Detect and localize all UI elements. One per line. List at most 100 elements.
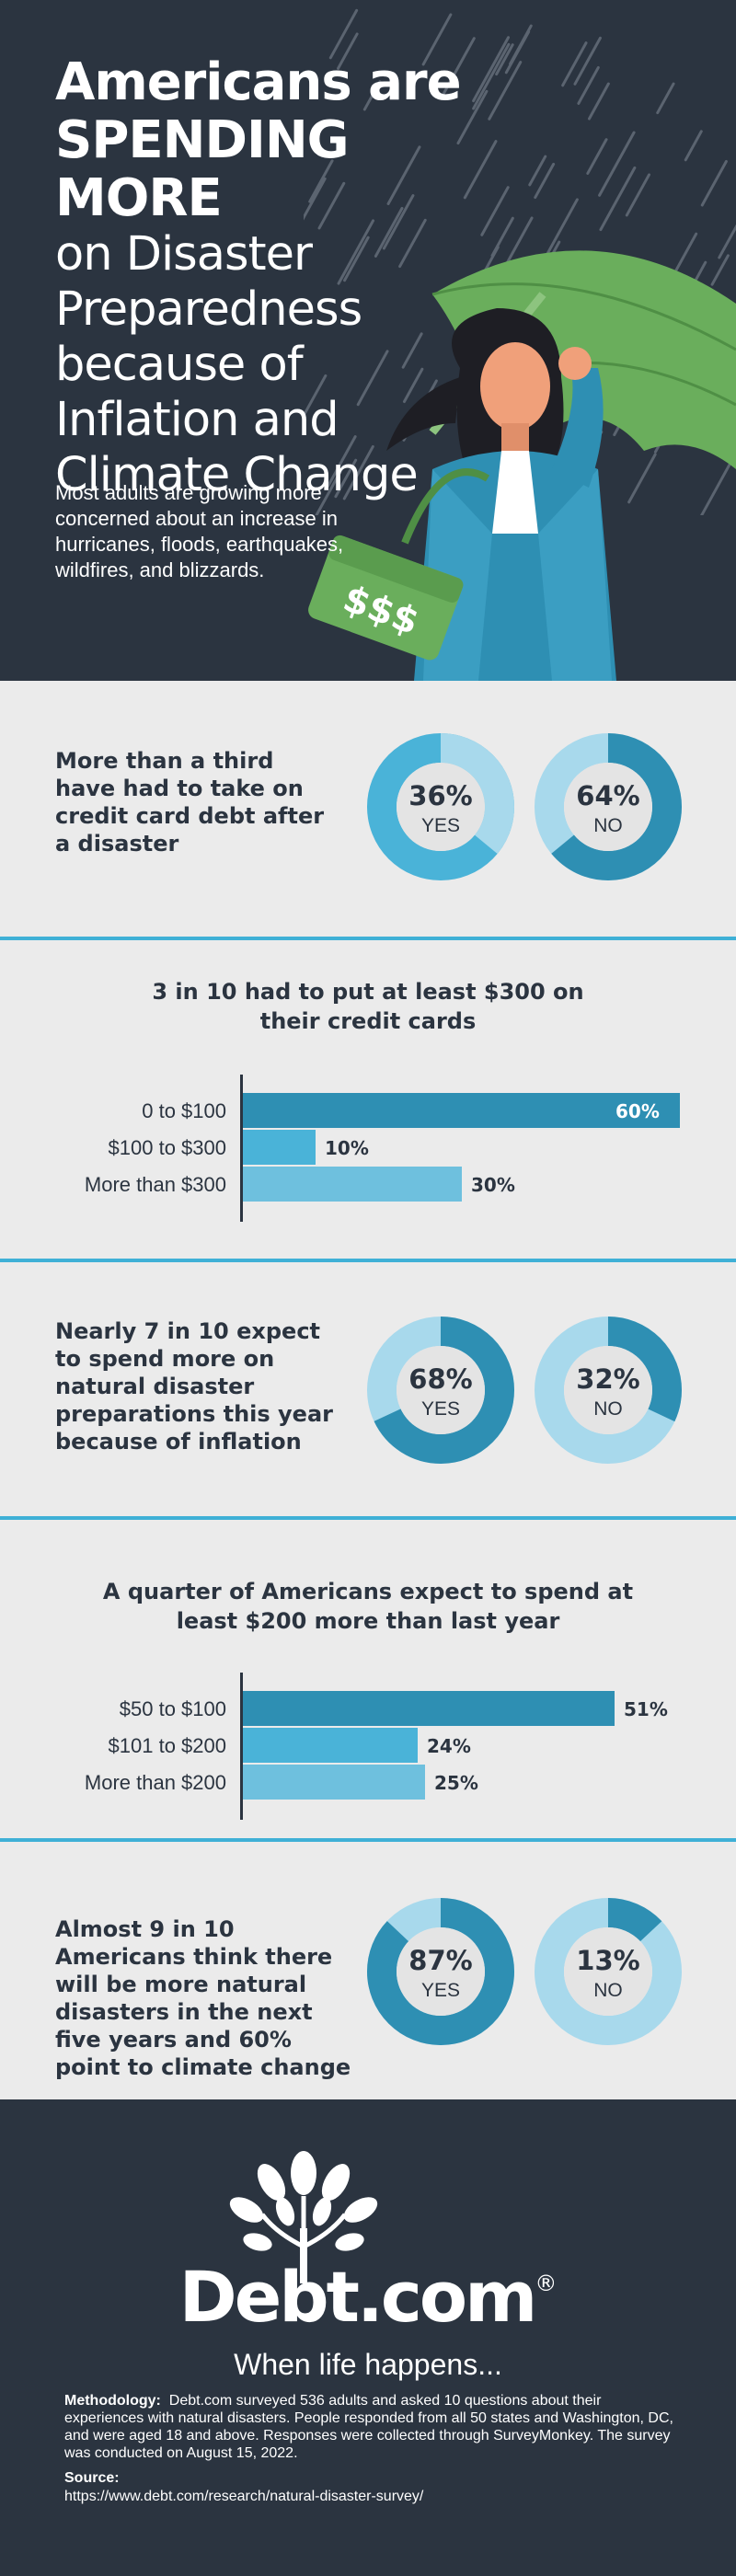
bar-row: More than $200 25%	[0, 1765, 736, 1800]
bar	[243, 1765, 425, 1800]
donut-no: 64% NO	[534, 732, 683, 881]
rain-streak	[317, 181, 346, 230]
bar-category-label: More than $300	[84, 1173, 226, 1196]
rain-streak	[480, 186, 510, 236]
donut-yes: 36% YES	[366, 732, 515, 881]
rain-streak	[674, 232, 698, 272]
rain-streak	[573, 36, 602, 86]
rain-streak	[308, 159, 334, 203]
bar-value-label: 25%	[434, 1772, 478, 1794]
section-divider	[0, 1259, 736, 1262]
chart-title: 3 in 10 had to put at least $300 on thei…	[0, 977, 736, 1036]
rain-streak	[504, 30, 531, 75]
rain-streak	[472, 42, 511, 110]
rain-streak	[684, 130, 703, 162]
rain-streak	[700, 159, 728, 207]
donut-percent: 87%	[408, 1945, 473, 1976]
rain-streak	[343, 236, 370, 282]
rain-streak	[534, 162, 556, 200]
rain-streak	[545, 198, 579, 257]
source: Source: https://www.debt.com/research/nat…	[64, 2469, 681, 2506]
donut-percent: 64%	[576, 780, 640, 811]
bar-chart: $50 to $100 51% $101 to $200 24% More than $…	[0, 1673, 736, 1820]
donut-percent: 36%	[408, 780, 473, 811]
bar-category-label: $101 to $200	[108, 1734, 226, 1757]
rain-streak	[362, 80, 382, 111]
donut-hole	[397, 763, 485, 851]
rain-streak	[337, 219, 375, 285]
chart-axis	[240, 1075, 243, 1222]
rain-streak	[402, 367, 424, 404]
rain-streak	[401, 332, 423, 369]
registered-mark: ®	[535, 2271, 558, 2296]
rain-streak	[439, 37, 476, 100]
section-divider	[0, 937, 736, 940]
logo-wordmark: Debt.com	[178, 2256, 538, 2338]
bar	[243, 1728, 418, 1763]
rain-streak	[456, 89, 489, 145]
donut-percent: 68%	[408, 1363, 473, 1395]
donut-segment	[535, 1898, 682, 2045]
bar-category-label: $100 to $300	[108, 1136, 226, 1159]
rain-streak	[495, 43, 514, 76]
stat-text: Nearly 7 in 10 expect to spend more on n…	[55, 1318, 333, 1455]
section-divider	[0, 1838, 736, 1842]
rain-streak	[577, 65, 600, 105]
bar-chart: 0 to $100 60% $100 to $300 10% More than $30…	[0, 1075, 736, 1222]
rain-streak	[700, 459, 733, 515]
donut-segment	[367, 1898, 514, 2045]
rain-streak	[315, 465, 345, 515]
bar-row: $100 to $300 10%	[0, 1130, 736, 1165]
rain-streak	[599, 166, 637, 232]
rain-streak	[304, 177, 327, 221]
donut-hole	[564, 1346, 652, 1434]
donut-label: NO	[593, 1398, 623, 1420]
source-label: Source:	[64, 2470, 120, 2486]
bar-value-label: 60%	[615, 1100, 660, 1122]
donut-hole	[397, 1346, 485, 1434]
section-divider	[0, 1516, 736, 1520]
donut-hole	[564, 1927, 652, 2016]
bar-category-label: More than $200	[84, 1771, 226, 1794]
rain-streak	[587, 82, 610, 121]
hero-title-line: Climate Change	[55, 448, 419, 502]
bar-row: $50 to $100 51%	[0, 1691, 736, 1726]
hero-title-line: Inflation and	[55, 393, 339, 447]
hero-title-line: Preparedness	[55, 282, 362, 337]
bar-value-label: 24%	[427, 1735, 471, 1757]
rain-streak	[627, 453, 657, 504]
chart-title: A quarter of Americans expect to spend a…	[0, 1577, 736, 1636]
donut-hole	[397, 1927, 485, 2016]
rain-streak	[327, 435, 357, 488]
woman-with-umbrella-illustration: $$$	[308, 250, 736, 681]
chart-section-credit-amount: 3 in 10 had to put at least $300 on thei…	[0, 940, 736, 1259]
rain-streak	[561, 41, 588, 87]
hero-section: $$$ Americans are SPENDING MORE on Disas…	[0, 0, 736, 681]
bar-row: $101 to $200 24%	[0, 1728, 736, 1763]
rain-streak	[337, 32, 359, 70]
hero-title-line: Americans are	[55, 52, 462, 112]
chart-section-spend-more: A quarter of Americans expect to spend a…	[0, 1520, 736, 1838]
donut-yes: 87% YES	[366, 1897, 515, 2046]
bar	[243, 1167, 462, 1202]
rain-streak	[586, 138, 608, 175]
donut-no: 32% NO	[534, 1316, 683, 1465]
debt-com-logo: Debt.com®	[0, 2256, 736, 2338]
rain-streak	[463, 140, 498, 200]
methodology: Methodology: Debt.com surveyed 536 adult…	[64, 2392, 681, 2462]
rain-streak	[334, 458, 358, 499]
rain-streak	[488, 61, 523, 121]
donut-percent: 13%	[576, 1945, 640, 1976]
chart-axis	[240, 1673, 243, 1820]
bar-category-label: 0 to $100	[142, 1099, 226, 1122]
donut-segment	[535, 733, 682, 880]
rain-streak	[528, 155, 547, 187]
source-url: https://www.debt.com/research/natural-di…	[64, 2489, 424, 2504]
bar-value-label: 10%	[325, 1137, 369, 1159]
donut-label: YES	[420, 1980, 461, 2001]
donut-label: YES	[420, 815, 461, 836]
donut-hole	[564, 763, 652, 851]
rain-streak	[625, 173, 651, 217]
tree-logo-icon	[229, 2151, 378, 2283]
